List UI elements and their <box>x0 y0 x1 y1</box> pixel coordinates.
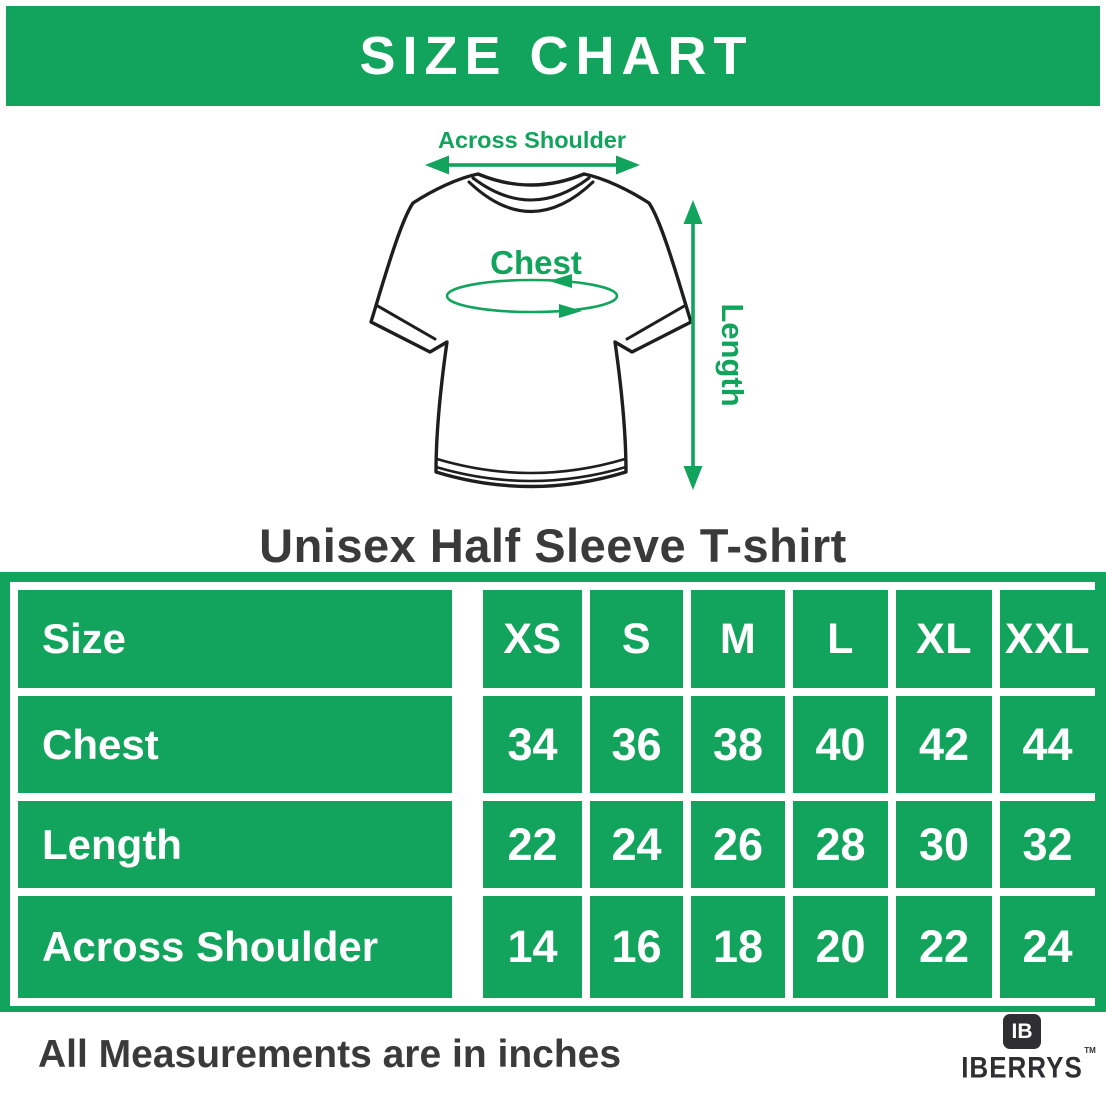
size-cell: 22 <box>483 801 582 888</box>
table-corner-cell: Size <box>18 590 452 688</box>
trademark-mark: TM <box>1084 1046 1096 1055</box>
size-cell: 20 <box>793 896 888 998</box>
size-cell: 24 <box>590 801 683 888</box>
product-title: Unisex Half Sleeve T-shirt <box>259 519 847 572</box>
size-cell: 34 <box>483 696 582 793</box>
size-cell: 40 <box>793 696 888 793</box>
banner-title: SIZE CHART <box>359 26 754 86</box>
across-shoulder-arrow <box>425 155 640 175</box>
brand-name: IBERRYS <box>961 1049 1083 1085</box>
brand-logo: IB IBERRYS TM <box>961 1014 1096 1085</box>
size-cell: 44 <box>1000 696 1095 793</box>
size-cell: 36 <box>590 696 683 793</box>
brand-badge: IB <box>1003 1014 1041 1049</box>
measurements-note: All Measurements are in inches <box>38 1033 622 1076</box>
size-cell: 26 <box>691 801 785 888</box>
column-header-m: M <box>691 590 785 688</box>
column-header-l: L <box>793 590 888 688</box>
size-cell: 24 <box>1000 896 1095 998</box>
tshirt-diagram: Across Shoulder Chest <box>369 127 750 490</box>
size-cell: 18 <box>691 896 785 998</box>
length-label: Length <box>715 303 750 406</box>
size-cell: 38 <box>691 696 785 793</box>
size-cell: 32 <box>1000 801 1095 888</box>
size-cell: 42 <box>896 696 992 793</box>
size-cell: 22 <box>896 896 992 998</box>
column-header-s: S <box>590 590 683 688</box>
row-label-chest: Chest <box>18 696 452 793</box>
size-cell: 14 <box>483 896 582 998</box>
length-arrow <box>683 200 703 490</box>
size-cell: 28 <box>793 801 888 888</box>
size-chart-banner: SIZE CHART <box>6 6 1100 106</box>
column-header-xl: XL <box>896 590 992 688</box>
tshirt-outline <box>369 172 693 489</box>
size-table: Size XS S M L XL XXL Chest 34 36 38 40 4… <box>0 572 1106 1012</box>
row-label-across-shoulder: Across Shoulder <box>18 896 452 998</box>
chest-label: Chest <box>490 244 582 281</box>
column-header-xxl: XXL <box>1000 590 1095 688</box>
size-cell: 30 <box>896 801 992 888</box>
column-header-xs: XS <box>483 590 582 688</box>
chest-ellipse-arrow <box>445 274 619 318</box>
across-shoulder-label: Across Shoulder <box>438 127 626 153</box>
row-label-length: Length <box>18 801 452 888</box>
size-cell: 16 <box>590 896 683 998</box>
